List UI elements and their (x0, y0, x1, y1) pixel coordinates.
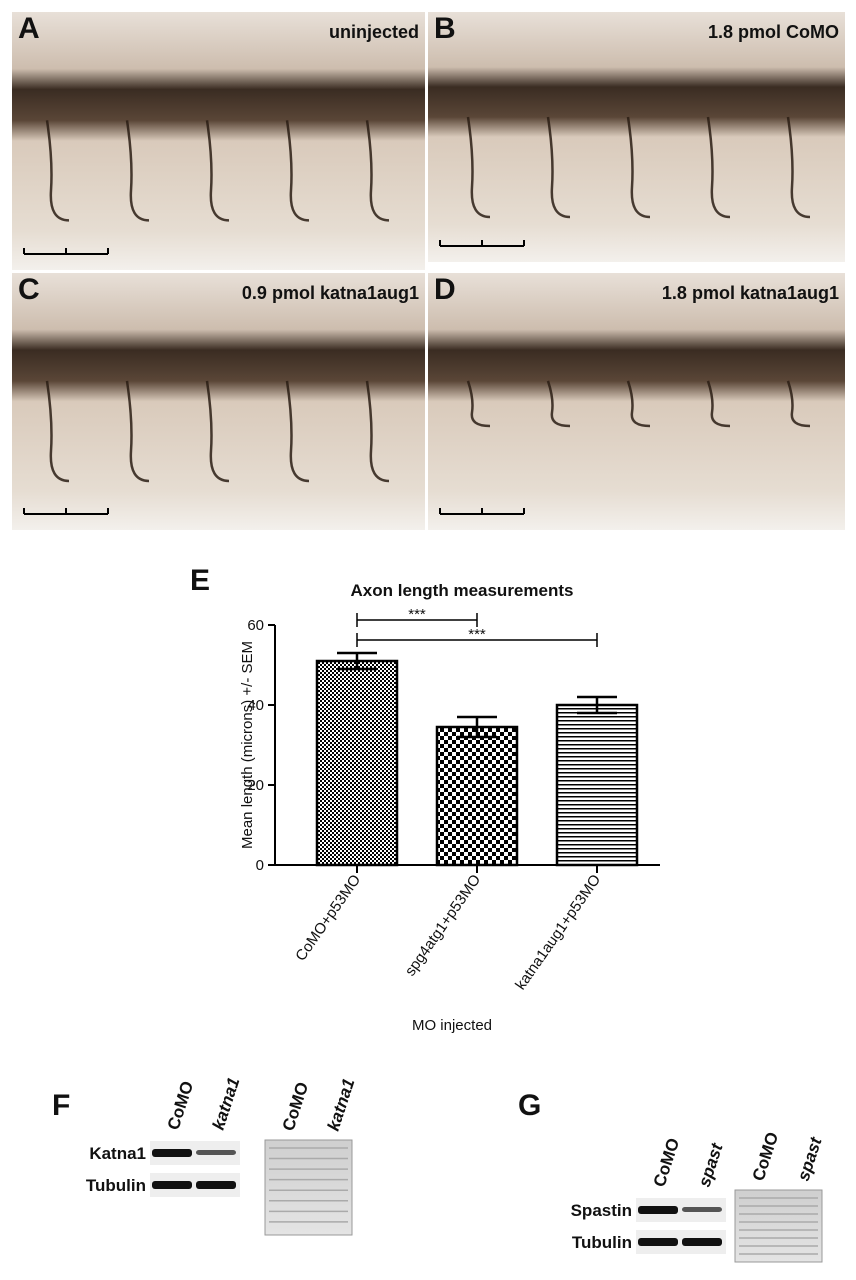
y-tick-label: 20 (247, 777, 264, 794)
error-bar (337, 651, 377, 671)
bar (435, 725, 519, 867)
lane-label: CoMO (650, 1136, 684, 1189)
band (638, 1206, 678, 1214)
row-label: Spastin (571, 1201, 632, 1220)
axon (466, 380, 491, 428)
x-tick-label: spg4atg1+p53MO (402, 872, 485, 980)
panel-letter: G (518, 1089, 541, 1122)
axon (45, 120, 70, 222)
lane-label: spast (695, 1140, 727, 1189)
axon (125, 120, 150, 222)
band (682, 1238, 722, 1246)
lane-label: CoMO (164, 1079, 198, 1132)
band (152, 1149, 192, 1157)
axon (546, 380, 571, 428)
panel-caption: 0.9 pmol katna1aug1 (242, 283, 419, 303)
panel-caption: 1.8 pmol katna1aug1 (662, 283, 839, 303)
lane-label: katna1 (324, 1076, 359, 1133)
axon (365, 380, 390, 483)
axon (706, 116, 731, 219)
micrograph (428, 273, 845, 530)
band (682, 1207, 722, 1212)
western-blots: F CoMO katna1 CoMO katna1 Katna1 Tubulin G CoMO s… (52, 1075, 826, 1263)
significance-bracket (356, 633, 598, 647)
axon (786, 380, 811, 428)
axon (365, 120, 390, 222)
panel-caption: 1.8 pmol CoMO (708, 22, 839, 42)
chart-title: Axon length measurements (351, 581, 574, 600)
panel-letter: A (18, 12, 40, 45)
significance-label: *** (408, 606, 426, 623)
axon (466, 116, 491, 219)
band (638, 1238, 678, 1246)
stain-gel (734, 1189, 823, 1263)
panel-letter: E (190, 564, 210, 597)
band (196, 1181, 236, 1189)
row-label: Tubulin (572, 1233, 632, 1252)
row-label: Katna1 (89, 1144, 146, 1163)
axon (205, 120, 230, 222)
micrograph (428, 12, 845, 262)
stain-gel (264, 1139, 353, 1236)
significance-label: *** (468, 626, 486, 643)
bar (555, 703, 639, 867)
y-tick-label: 0 (256, 857, 264, 874)
error-bar (457, 715, 497, 739)
scale-bar (439, 240, 525, 247)
axon (786, 116, 811, 219)
significance-bracket (356, 613, 478, 627)
axon (626, 116, 651, 219)
micrograph (12, 273, 425, 530)
lane-label: CoMO (749, 1130, 783, 1183)
bar-chart: E Axon length measurements 0 20 40 60 Mean len… (190, 564, 660, 1034)
axon (285, 120, 310, 222)
axon (205, 380, 230, 483)
x-tick-label: CoMO+p53MO (292, 872, 364, 965)
band (152, 1181, 192, 1189)
lane-label: CoMO (279, 1080, 313, 1133)
y-tick-label: 40 (247, 697, 264, 714)
y-axis-label: Mean length (microns) +/- SEM (239, 641, 256, 849)
panel-letter: D (434, 273, 456, 306)
band (196, 1150, 236, 1155)
panel-caption: uninjected (329, 22, 419, 42)
axon (285, 380, 310, 483)
axon (706, 380, 731, 428)
micrograph (12, 12, 425, 270)
row-label: Tubulin (86, 1176, 146, 1195)
axon (125, 380, 150, 483)
scale-bar (439, 508, 525, 515)
scale-bar (23, 248, 109, 255)
lane-label: spast (794, 1134, 826, 1183)
bar (315, 659, 399, 867)
y-tick-label: 60 (247, 617, 264, 634)
scale-bar (23, 508, 109, 515)
panel-letter: C (18, 273, 40, 306)
panel-letter: F (52, 1089, 70, 1122)
lane-label: katna1 (209, 1075, 244, 1132)
x-axis-label: MO injected (412, 1017, 492, 1034)
axon (45, 380, 70, 483)
panel-letter: B (434, 12, 456, 45)
axon (626, 380, 651, 428)
x-tick-label: katna1aug1+p53MO (512, 872, 604, 993)
axon (546, 116, 571, 219)
error-bar (577, 695, 617, 715)
